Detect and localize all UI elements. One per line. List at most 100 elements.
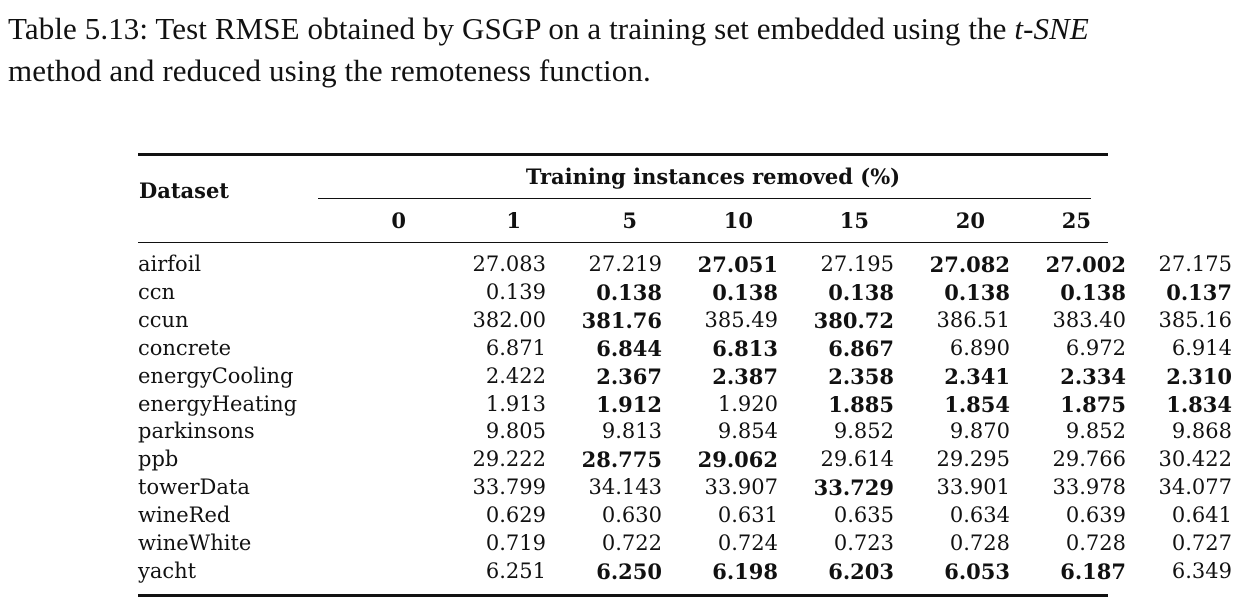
rmse-cell: 0.722 [601, 531, 662, 556]
rmse-cell: 34.143 [588, 475, 662, 500]
rmse-cell: 2.310 [1166, 363, 1232, 389]
rmse-cell: 2.422 [485, 363, 546, 388]
rmse-cell: 1.834 [1166, 391, 1232, 417]
dataset-name: ppb [138, 447, 179, 472]
rmse-cell: 0.719 [485, 531, 546, 556]
table-row: airfoil 27.083 27.219 27.051 27.195 27.082 27.… [138, 251, 1232, 279]
rmse-cell: 9.870 [949, 419, 1010, 444]
rmse-cell: 1.875 [1060, 391, 1126, 417]
table-row: energyHeating 1.913 1.912 1.920 1.885 1.854 1.… [138, 391, 1232, 419]
rmse-cell: 30.422 [1158, 447, 1232, 472]
dataset-name: wineRed [138, 503, 231, 528]
column-header: 1 [506, 208, 521, 233]
dataset-column-header: Dataset [139, 178, 230, 203]
dataset-name: wineWhite [138, 531, 252, 556]
caption-method: t-SNE [1014, 11, 1089, 46]
dataset-name: ccn [138, 279, 176, 304]
table-row: ccn 0.139 0.138 0.138 0.138 0.138 0.138 0.137 [138, 279, 1232, 307]
rmse-cell: 6.250 [596, 558, 662, 584]
results-table: airfoil 27.083 27.219 27.051 27.195 27.082 27.… [138, 251, 1232, 586]
rmse-cell: 0.137 [1166, 279, 1232, 305]
rmse-cell: 1.885 [828, 391, 894, 417]
table-row: towerData 33.799 34.143 33.907 33.729 33.901 3… [138, 474, 1232, 502]
rmse-cell: 1.854 [944, 391, 1010, 417]
rmse-cell: 385.49 [704, 307, 778, 332]
rmse-cell: 27.195 [820, 252, 894, 276]
rmse-cell: 2.387 [712, 363, 778, 389]
column-header: 15 [839, 208, 869, 233]
rmse-cell: 29.614 [820, 447, 894, 472]
table-row: yacht 6.251 6.250 6.198 6.203 6.053 6.187 6.349 [138, 558, 1232, 586]
rmse-cell: 9.813 [601, 419, 662, 444]
rmse-cell: 29.222 [472, 447, 546, 472]
rmse-cell: 6.871 [485, 335, 546, 360]
rmse-cell: 9.868 [1171, 419, 1232, 444]
table-caption: Table 5.13: Test RMSE obtained by GSGP o… [8, 8, 1248, 92]
rmse-cell: 9.852 [1065, 419, 1126, 444]
dataset-name: parkinsons [138, 419, 255, 444]
rmse-cell: 1.913 [485, 391, 546, 416]
rmse-cell: 0.635 [833, 503, 894, 528]
dataset-name: yacht [138, 558, 197, 583]
rmse-cell: 9.854 [717, 419, 778, 444]
table-row: ppb 29.222 28.775 29.062 29.614 29.295 29.766 3… [138, 446, 1232, 474]
rmse-cell: 27.051 [697, 252, 778, 277]
rmse-cell: 0.639 [1065, 503, 1126, 528]
rmse-cell: 0.631 [717, 503, 778, 528]
bottom-rule [138, 594, 1108, 597]
rmse-cell: 33.799 [472, 475, 546, 500]
rmse-cell: 2.358 [828, 363, 894, 389]
column-header: 25 [1061, 208, 1091, 233]
column-header: 5 [622, 208, 637, 233]
rmse-cell: 6.813 [712, 335, 778, 361]
rmse-cell: 27.083 [472, 252, 546, 276]
rmse-cell: 6.890 [949, 335, 1010, 360]
rmse-cell: 0.728 [949, 531, 1010, 556]
rmse-cell: 2.341 [944, 363, 1010, 389]
dataset-name: towerData [138, 475, 250, 500]
rmse-cell: 382.00 [472, 307, 546, 332]
rmse-cell: 0.138 [828, 279, 894, 305]
column-header: 0 [391, 208, 406, 233]
rmse-cell: 0.138 [596, 279, 662, 305]
rmse-cell: 2.334 [1060, 363, 1126, 389]
rmse-cell: 6.349 [1171, 558, 1232, 583]
top-rule [138, 153, 1108, 156]
rmse-cell: 2.367 [596, 363, 662, 389]
rmse-cell: 0.138 [944, 279, 1010, 305]
rmse-cell: 9.852 [833, 419, 894, 444]
table-row: energyCooling 2.422 2.367 2.387 2.358 2.341 2.… [138, 363, 1232, 391]
caption-prefix: Table 5.13: Test RMSE obtained by GSGP o… [8, 11, 1007, 46]
column-header: 20 [955, 208, 985, 233]
rmse-cell: 29.062 [697, 447, 778, 473]
rmse-cell: 1.912 [596, 391, 662, 417]
rmse-cell: 27.175 [1158, 252, 1232, 276]
rmse-cell: 0.728 [1065, 531, 1126, 556]
rmse-cell: 33.907 [704, 475, 778, 500]
rmse-cell: 0.630 [601, 503, 662, 528]
rmse-cell: 6.251 [485, 558, 546, 583]
rmse-cell: 33.729 [813, 475, 894, 501]
rmse-cell: 6.053 [944, 558, 1010, 584]
rmse-cell: 0.724 [717, 531, 778, 556]
dataset-name: concrete [138, 335, 232, 360]
rmse-cell: 6.198 [712, 558, 778, 584]
rmse-cell: 27.219 [588, 252, 662, 276]
rmse-cell: 0.629 [485, 503, 546, 528]
dataset-name: energyHeating [138, 391, 298, 416]
rmse-cell: 27.082 [929, 252, 1010, 277]
dataset-name: energyCooling [138, 363, 294, 388]
rmse-cell: 28.775 [581, 447, 662, 473]
rmse-cell: 383.40 [1052, 307, 1126, 332]
rmse-cell: 380.72 [813, 307, 894, 333]
column-header: 10 [723, 208, 753, 233]
rmse-cell: 381.76 [581, 307, 662, 333]
rmse-cell: 9.805 [485, 419, 546, 444]
rmse-cell: 33.901 [936, 475, 1010, 500]
rmse-cell: 1.920 [717, 391, 778, 416]
table-row: parkinsons 9.805 9.813 9.854 9.852 9.870 9.852… [138, 418, 1232, 446]
rmse-cell: 0.723 [833, 531, 894, 556]
rmse-cell: 385.16 [1158, 307, 1232, 332]
rmse-cell: 29.295 [936, 447, 1010, 472]
rmse-cell: 6.844 [596, 335, 662, 361]
